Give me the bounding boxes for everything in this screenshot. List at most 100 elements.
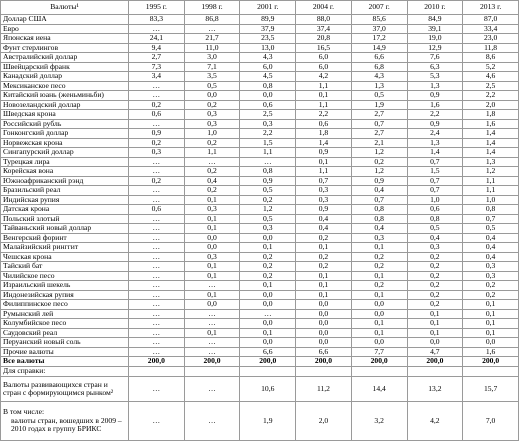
label-cell: Китайский юань (женьминьби) bbox=[0, 90, 129, 101]
value-cell: 2,5 bbox=[239, 109, 297, 120]
value-cell: 1,9 bbox=[350, 99, 408, 110]
value-cell: … bbox=[128, 308, 185, 319]
value-cell: … bbox=[183, 376, 241, 402]
value-cell: … bbox=[183, 280, 241, 291]
value-cell: 0,2 bbox=[239, 251, 297, 262]
label-cell: Колумбийское песо bbox=[0, 318, 129, 329]
value-cell: 6,0 bbox=[295, 61, 352, 72]
value-cell: 3,4 bbox=[128, 71, 185, 82]
value-cell: 0,4 bbox=[462, 242, 519, 253]
value-cell: … bbox=[183, 156, 241, 167]
value-cell: 0,1 bbox=[462, 327, 519, 338]
value-cell: 0,6 bbox=[406, 204, 464, 215]
value-cell: 0,0 bbox=[462, 337, 519, 348]
brics-row: В том числе: валюты стран, вошедших в 200… bbox=[0, 401, 519, 441]
value-cell: 0,3 bbox=[239, 118, 297, 129]
value-cell: 0,0 bbox=[183, 242, 241, 253]
value-cell: 0,2 bbox=[350, 251, 408, 262]
value-cell: 1,4 bbox=[295, 137, 352, 148]
value-cell: … bbox=[128, 80, 185, 91]
value-cell: 0,1 bbox=[239, 280, 297, 291]
value-cell: 0,8 bbox=[350, 213, 408, 224]
value-cell: 7,1 bbox=[183, 61, 241, 72]
value-cell: 0,0 bbox=[239, 90, 297, 101]
label-cell: Шведская крона bbox=[0, 109, 129, 120]
value-cell: 1,1 bbox=[295, 166, 352, 177]
value-cell: 0,2 bbox=[462, 280, 519, 291]
value-cell: 11,8 bbox=[462, 42, 519, 53]
value-cell: … bbox=[128, 185, 185, 196]
value-cell: 0,9 bbox=[295, 147, 352, 158]
value-cell: 0,9 bbox=[406, 90, 464, 101]
value-cell: 1,9 bbox=[239, 401, 297, 441]
label-cell: Канадский доллар bbox=[0, 71, 129, 82]
value-cell: 0,8 bbox=[406, 213, 464, 224]
label-cell: Чилийское песо bbox=[0, 270, 129, 281]
value-cell: … bbox=[128, 299, 185, 310]
value-cell: 1,8 bbox=[295, 128, 352, 139]
value-cell: 86,8 bbox=[183, 14, 241, 25]
currency-row: Колумбийское песо…… 0,0 0,0 0,1 0,1 0,1 bbox=[0, 318, 519, 329]
value-cell: 0,0 bbox=[239, 337, 297, 348]
currency-row: Норвежская крона 0,2 0,2 1,5 1,4 2,1 1,3 1,4 bbox=[0, 137, 519, 148]
value-cell: 0,1 bbox=[350, 318, 408, 329]
value-cell: 88,0 bbox=[295, 14, 352, 25]
value-cell: … bbox=[128, 327, 185, 338]
value-cell: 20,8 bbox=[295, 33, 352, 44]
value-cell: 0,1 bbox=[183, 194, 241, 205]
reference-row: Для справки: bbox=[0, 366, 519, 377]
value-cell: 0,1 bbox=[350, 327, 408, 338]
value-cell: 0,2 bbox=[350, 280, 408, 291]
value-cell: 0,2 bbox=[406, 280, 464, 291]
value-cell: 1,3 bbox=[462, 156, 519, 167]
label-cell: Японская иена bbox=[0, 33, 129, 44]
value-cell: 200,0 bbox=[350, 356, 408, 367]
value-cell: 0,2 bbox=[406, 251, 464, 262]
year-header: 2010 г. bbox=[406, 0, 464, 15]
value-cell: 0,1 bbox=[295, 280, 352, 291]
value-cell: 0,0 bbox=[295, 318, 352, 329]
value-cell: 11,0 bbox=[183, 42, 241, 53]
value-cell: 0,2 bbox=[295, 251, 352, 262]
value-cell: 0,4 bbox=[462, 251, 519, 262]
currency-row: Польский злотый… 0,1 0,5 0,4 0,8 0,8 0,7 bbox=[0, 213, 519, 224]
value-cell: 200,0 bbox=[239, 356, 297, 367]
currency-row: Евро…… 37,9 37,4 37,0 39,1 33,4 bbox=[0, 23, 519, 34]
value-cell: 0,9 bbox=[239, 175, 297, 186]
value-cell: 3,5 bbox=[183, 71, 241, 82]
value-cell: 0,5 bbox=[462, 223, 519, 234]
value-cell: 0,1 bbox=[350, 242, 408, 253]
value-cell: 2,2 bbox=[239, 128, 297, 139]
value-cell: 0,4 bbox=[462, 232, 519, 243]
currency-row: Российский рубль… 0,3 0,3 0,6 0,7 0,9 1,6 bbox=[0, 118, 519, 129]
value-cell: 0,0 bbox=[406, 337, 464, 348]
currency-row: Бразильский реал… 0,2 0,5 0,3 0,4 0,7 1,1 bbox=[0, 185, 519, 196]
table-body: Доллар США 83,3 86,8 89,9 88,0 85,6 84,9 87,0 Ев… bbox=[0, 14, 519, 441]
label-cell: В том числе: валюты стран, вошедших в 200… bbox=[0, 401, 129, 441]
value-cell: 1,4 bbox=[462, 137, 519, 148]
value-cell: 200,0 bbox=[128, 356, 185, 367]
label-cell: Новозеландский доллар bbox=[0, 99, 129, 110]
value-cell: 21,7 bbox=[183, 33, 241, 44]
value-cell: 0,2 bbox=[239, 270, 297, 281]
currency-row: Сингапурский доллар 0,3 1,1 1,1 0,9 1,2 1,4 1,4 bbox=[0, 147, 519, 158]
label-cell: Польский злотый bbox=[0, 213, 129, 224]
value-cell: 2,4 bbox=[406, 128, 464, 139]
currency-row: Китайский юань (женьминьби)… 0,0 0,0 0,1 0,5… bbox=[0, 90, 519, 101]
label-cell: Доллар США bbox=[0, 14, 129, 25]
value-cell: 0,3 bbox=[183, 118, 241, 129]
currency-row: Новозеландский доллар 0,2 0,2 0,6 1,1 1,9 1,6 2… bbox=[0, 99, 519, 110]
currency-row: Датская крона 0,6 0,3 1,2 0,9 0,8 0,6 0,8 bbox=[0, 204, 519, 215]
label-cell: Филиппинское песо bbox=[0, 299, 129, 310]
value-cell: 0,1 bbox=[406, 327, 464, 338]
value-cell: 0,7 bbox=[295, 175, 352, 186]
label-cell: Гонконгский доллар bbox=[0, 128, 129, 139]
value-cell: 0,0 bbox=[183, 232, 241, 243]
currency-header: Валюты¹ bbox=[0, 0, 129, 15]
value-cell: … bbox=[239, 156, 297, 167]
value-cell: 1,1 bbox=[295, 80, 352, 91]
value-cell: … bbox=[128, 280, 185, 291]
value-cell: 0,1 bbox=[295, 90, 352, 101]
value-cell: 0,3 bbox=[128, 147, 185, 158]
